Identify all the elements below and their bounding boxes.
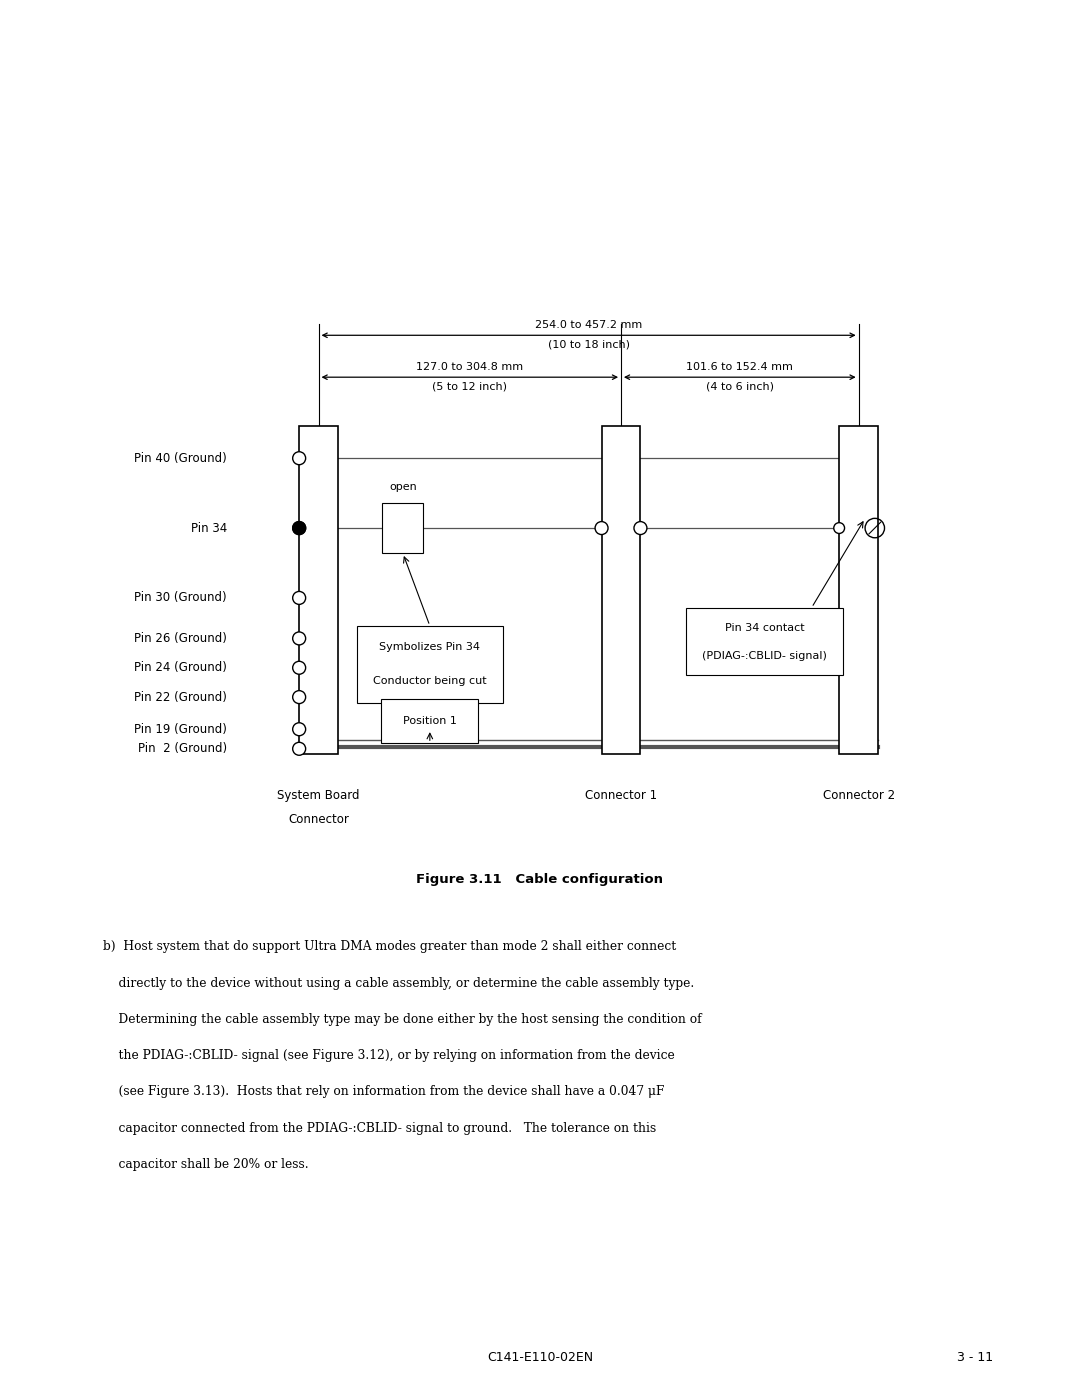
Text: Determining the cable assembly type may be done either by the host sensing the c: Determining the cable assembly type may … xyxy=(103,1013,701,1025)
Text: Symbolizes Pin 34: Symbolizes Pin 34 xyxy=(379,643,481,652)
Bar xyxy=(382,503,423,553)
Text: capacitor connected from the PDIAG-:CBLID- signal to ground.   The tolerance on : capacitor connected from the PDIAG-:CBLI… xyxy=(103,1122,656,1134)
Text: 254.0 to 457.2 mm: 254.0 to 457.2 mm xyxy=(535,320,643,330)
Text: the PDIAG-:CBLID- signal (see Figure 3.12), or by relying on information from th: the PDIAG-:CBLID- signal (see Figure 3.1… xyxy=(103,1049,674,1062)
Bar xyxy=(687,608,842,675)
Bar xyxy=(839,426,878,754)
Bar xyxy=(356,626,503,703)
Text: Pin 26 (Ground): Pin 26 (Ground) xyxy=(134,631,227,645)
Text: open: open xyxy=(389,482,417,492)
Ellipse shape xyxy=(634,521,647,535)
Text: Connector: Connector xyxy=(288,813,349,826)
Text: Pin 34 contact: Pin 34 contact xyxy=(725,623,805,633)
Text: Pin 30 (Ground): Pin 30 (Ground) xyxy=(134,591,227,605)
Text: Figure 3.11   Cable configuration: Figure 3.11 Cable configuration xyxy=(417,873,663,886)
Ellipse shape xyxy=(834,522,845,534)
Text: (see Figure 3.13).  Hosts that rely on information from the device shall have a : (see Figure 3.13). Hosts that rely on in… xyxy=(103,1085,664,1098)
Ellipse shape xyxy=(293,722,306,736)
Text: (PDIAG-:CBLID- signal): (PDIAG-:CBLID- signal) xyxy=(702,651,827,661)
Text: Connector 2: Connector 2 xyxy=(823,789,894,802)
Text: Pin 22 (Ground): Pin 22 (Ground) xyxy=(134,690,227,704)
Text: (5 to 12 inch): (5 to 12 inch) xyxy=(432,381,508,391)
Text: C141-E110-02EN: C141-E110-02EN xyxy=(487,1351,593,1365)
Text: (4 to 6 inch): (4 to 6 inch) xyxy=(706,381,773,391)
Text: Conductor being cut: Conductor being cut xyxy=(373,676,487,686)
Ellipse shape xyxy=(293,631,306,645)
Ellipse shape xyxy=(293,451,306,465)
Text: Pin 19 (Ground): Pin 19 (Ground) xyxy=(134,722,227,736)
Text: Position 1: Position 1 xyxy=(403,715,457,726)
Ellipse shape xyxy=(293,690,306,704)
Ellipse shape xyxy=(595,521,608,535)
Text: System Board: System Board xyxy=(278,789,360,802)
Ellipse shape xyxy=(293,742,306,756)
Bar xyxy=(381,698,478,743)
Ellipse shape xyxy=(293,661,306,675)
Text: Pin 40 (Ground): Pin 40 (Ground) xyxy=(134,451,227,465)
Text: 3 - 11: 3 - 11 xyxy=(958,1351,994,1365)
Text: Pin 24 (Ground): Pin 24 (Ground) xyxy=(134,661,227,675)
Text: 127.0 to 304.8 mm: 127.0 to 304.8 mm xyxy=(416,362,524,372)
Bar xyxy=(602,426,640,754)
Ellipse shape xyxy=(293,521,306,535)
Text: Pin 34: Pin 34 xyxy=(190,521,227,535)
Text: (10 to 18 inch): (10 to 18 inch) xyxy=(548,339,630,349)
Text: Connector 1: Connector 1 xyxy=(585,789,657,802)
Ellipse shape xyxy=(293,521,306,535)
Ellipse shape xyxy=(293,591,306,605)
Text: directly to the device without using a cable assembly, or determine the cable as: directly to the device without using a c… xyxy=(103,977,693,989)
Text: capacitor shall be 20% or less.: capacitor shall be 20% or less. xyxy=(103,1158,308,1171)
Text: 101.6 to 152.4 mm: 101.6 to 152.4 mm xyxy=(687,362,793,372)
Text: b)  Host system that do support Ultra DMA modes greater than mode 2 shall either: b) Host system that do support Ultra DMA… xyxy=(103,940,676,953)
Bar xyxy=(299,426,338,754)
Text: Pin  2 (Ground): Pin 2 (Ground) xyxy=(137,742,227,756)
